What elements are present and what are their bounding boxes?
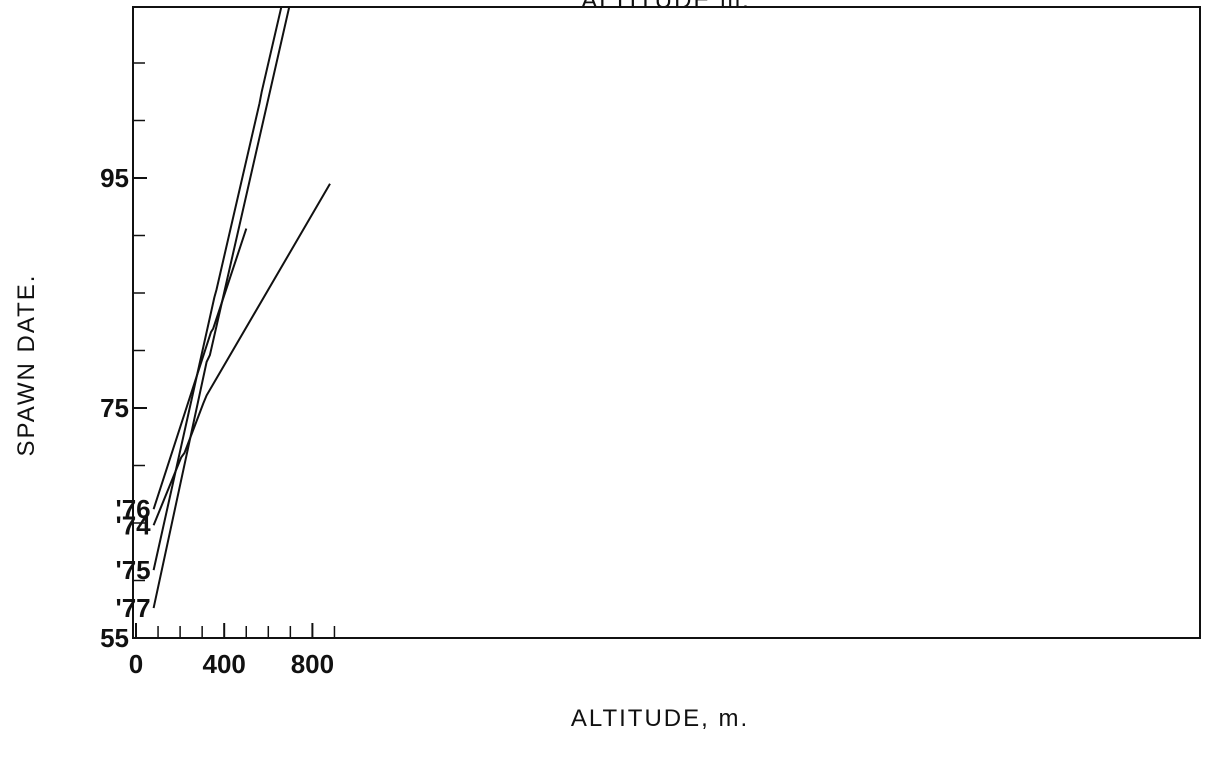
- series-line: [152, 7, 283, 571]
- series-line: [152, 7, 291, 609]
- y-axis-ticks: [133, 62, 147, 639]
- y-axis-tick-labels: 55 75 95: [100, 163, 129, 653]
- series-lines: [152, 7, 331, 609]
- y-axis-title: SPAWN DATE.: [13, 274, 40, 457]
- series-line: [152, 183, 331, 526]
- x-axis-tick-labels: 0 400 800: [129, 649, 334, 679]
- series-label: '74: [116, 510, 152, 540]
- y-tick-label: 75: [100, 393, 129, 423]
- y-tick-label: 55: [100, 623, 129, 653]
- series-line: [152, 228, 248, 510]
- series-label: '75: [116, 555, 151, 585]
- y-tick-label: 95: [100, 163, 129, 193]
- x-tick-label: 0: [129, 649, 143, 679]
- series-labels: '76'74 '75 '77: [116, 494, 152, 623]
- x-axis-title: ALTITUDE, m.: [571, 705, 749, 732]
- plot-frame: [132, 6, 1201, 639]
- series-label: '76: [116, 494, 151, 524]
- x-tick-label: 400: [203, 649, 246, 679]
- x-axis-ticks: [135, 623, 336, 638]
- x-tick-label: 800: [291, 649, 334, 679]
- series-label: '77: [116, 593, 151, 623]
